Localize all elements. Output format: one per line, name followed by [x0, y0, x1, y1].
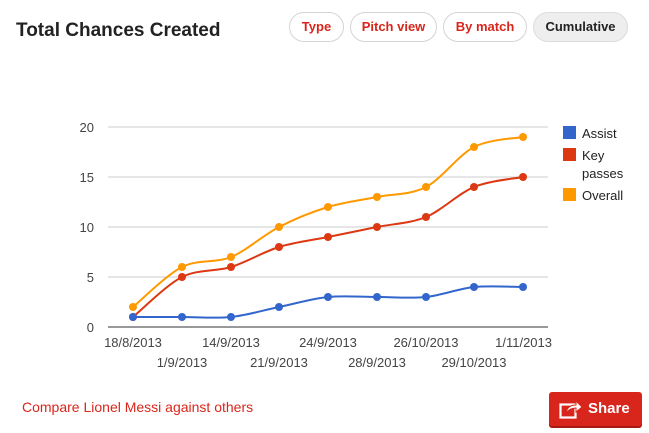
legend-swatch-overall: [563, 188, 576, 201]
x-tick-label: 1/11/2013: [495, 335, 552, 350]
share-label: Share: [588, 400, 630, 417]
x-tick-label: 26/10/2013: [393, 335, 458, 350]
page-title: Total Chances Created: [16, 20, 221, 41]
x-tick-label: 24/9/2013: [299, 335, 357, 350]
by-match-button[interactable]: By match: [443, 12, 527, 42]
legend-swatch-key-passes: [563, 148, 576, 161]
x-tick-label: 29/10/2013: [441, 355, 506, 370]
legend-swatch-assist: [563, 126, 576, 139]
assist-point: [178, 313, 186, 321]
key-passes-point: [373, 223, 381, 231]
type-button[interactable]: Type: [289, 12, 344, 42]
key-passes-point: [470, 183, 478, 191]
assist-point: [275, 303, 283, 311]
assist-line: [133, 285, 524, 319]
cumulative-button[interactable]: Cumulative: [533, 12, 628, 42]
y-tick-label: 5: [87, 270, 94, 285]
legend-label-assist: Assist: [582, 126, 617, 141]
overall-point: [178, 263, 186, 271]
y-tick-label: 10: [80, 220, 94, 235]
overall-point: [373, 193, 381, 201]
x-tick-label: 14/9/2013: [202, 335, 260, 350]
overall-point: [519, 133, 527, 141]
overall-point: [129, 303, 137, 311]
key-passes-point: [324, 233, 332, 241]
share-icon: [559, 399, 583, 423]
overall-point: [422, 183, 430, 191]
overall-point: [324, 203, 332, 211]
compare-link[interactable]: Compare Lionel Messi against others: [22, 399, 254, 415]
key-passes-point: [422, 213, 430, 221]
overall-point: [470, 143, 478, 151]
x-tick-label: 18/8/2013: [104, 335, 162, 350]
x-tick-label: 1/9/2013: [157, 355, 208, 370]
y-tick-label: 20: [80, 120, 94, 135]
x-tick-label: 28/9/2013: [348, 355, 406, 370]
x-tick-label: 21/9/2013: [250, 355, 308, 370]
share-button[interactable]: Share: [549, 392, 642, 426]
key-passes-point: [275, 243, 283, 251]
overall-point: [275, 223, 283, 231]
overall-point: [227, 253, 235, 261]
assist-point: [422, 293, 430, 301]
y-tick-label: 0: [87, 320, 94, 335]
legend-label-overall: Overall: [582, 188, 623, 203]
assist-point: [324, 293, 332, 301]
assist-point: [373, 293, 381, 301]
legend-label-key-passes: Key passes: [582, 148, 624, 181]
key-passes-point: [227, 263, 235, 271]
overall-line: [132, 136, 524, 308]
assist-point: [519, 283, 527, 291]
assist-point: [227, 313, 235, 321]
key-passes-point: [178, 273, 186, 281]
assist-point: [129, 313, 137, 321]
assist-point: [470, 283, 478, 291]
pitch-view-button[interactable]: Pitch view: [350, 12, 437, 42]
key-passes-point: [519, 173, 527, 181]
y-tick-label: 15: [80, 170, 94, 185]
